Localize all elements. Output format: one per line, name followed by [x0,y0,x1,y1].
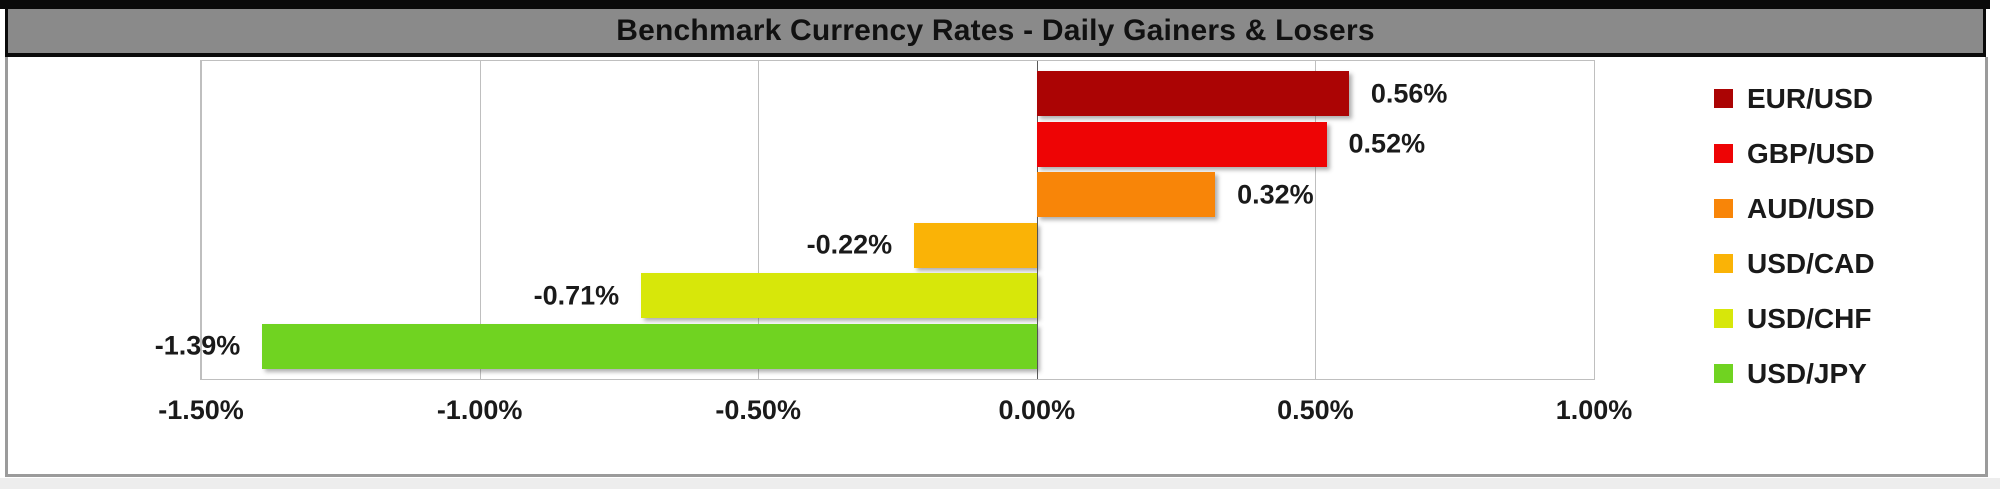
chart-area[interactable]: 0.56% 0.52% 0.32% -0.22% -0.71% -1.39% -… [5,57,1988,477]
legend-label: AUD/USD [1747,192,1875,224]
legend-label: EUR/USD [1747,82,1874,114]
gridline [1594,61,1595,379]
data-label: 0.56% [1370,78,1448,108]
gridline [758,61,760,379]
legend-swatch-icon [1714,309,1733,328]
x-axis-tick: 0.50% [1277,395,1354,425]
legend-item-usd-jpy[interactable]: USD/JPY [1714,346,1974,401]
legend-item-eur-usd[interactable]: EUR/USD [1714,71,1974,126]
legend-label: USD/CHF [1747,302,1872,334]
legend-swatch-icon [1714,89,1733,108]
zero-axis-line [1036,61,1038,379]
legend-label: GBP/USD [1747,137,1875,169]
x-axis-tick: 1.00% [1555,395,1633,425]
gridline [479,61,481,379]
x-axis-tick: -1.00% [436,395,523,425]
legend-item-gbp-usd[interactable]: GBP/USD [1714,126,1974,181]
legend-swatch-icon [1714,364,1733,383]
legend-label: USD/CAD [1747,247,1875,279]
legend-swatch-icon [1714,144,1733,163]
gridline [1315,61,1317,379]
bar-usd-cad[interactable] [914,222,1037,268]
chart-title: Benchmark Currency Rates - Daily Gainers… [616,14,1375,47]
legend-item-usd-chf[interactable]: USD/CHF [1714,291,1974,346]
bar-usd-chf[interactable] [641,273,1037,318]
plot-area[interactable]: 0.56% 0.52% 0.32% -0.22% -0.71% -1.39% -… [155,60,1632,425]
data-label: -0.71% [533,280,620,310]
legend-item-aud-usd[interactable]: AUD/USD [1714,181,1974,236]
bar-gbp-usd[interactable] [1036,121,1327,167]
data-label: -0.22% [806,229,893,260]
legend-item-usd-cad[interactable]: USD/CAD [1714,236,1974,291]
bar-eur-usd[interactable] [1036,71,1349,116]
x-axis-tick: 0.00% [998,395,1076,425]
x-axis-tick: -0.50% [715,395,801,425]
legend-swatch-icon [1714,254,1733,273]
legend-label: USD/JPY [1747,357,1867,389]
legend: EUR/USD GBP/USD AUD/USD USD/CAD USD/CHF … [1714,71,1974,401]
legend-swatch-icon [1714,199,1733,218]
gridline [201,61,202,379]
bar-aud-usd[interactable] [1036,172,1216,217]
bar-usd-jpy[interactable] [262,323,1037,369]
data-label: -1.39% [154,330,241,361]
bottom-edge-strip [0,478,2000,489]
data-label: 0.32% [1237,179,1314,209]
data-label: 0.52% [1348,128,1426,159]
chart-title-bar: Benchmark Currency Rates - Daily Gainers… [5,0,1986,57]
x-axis-tick: -1.50% [158,395,244,425]
